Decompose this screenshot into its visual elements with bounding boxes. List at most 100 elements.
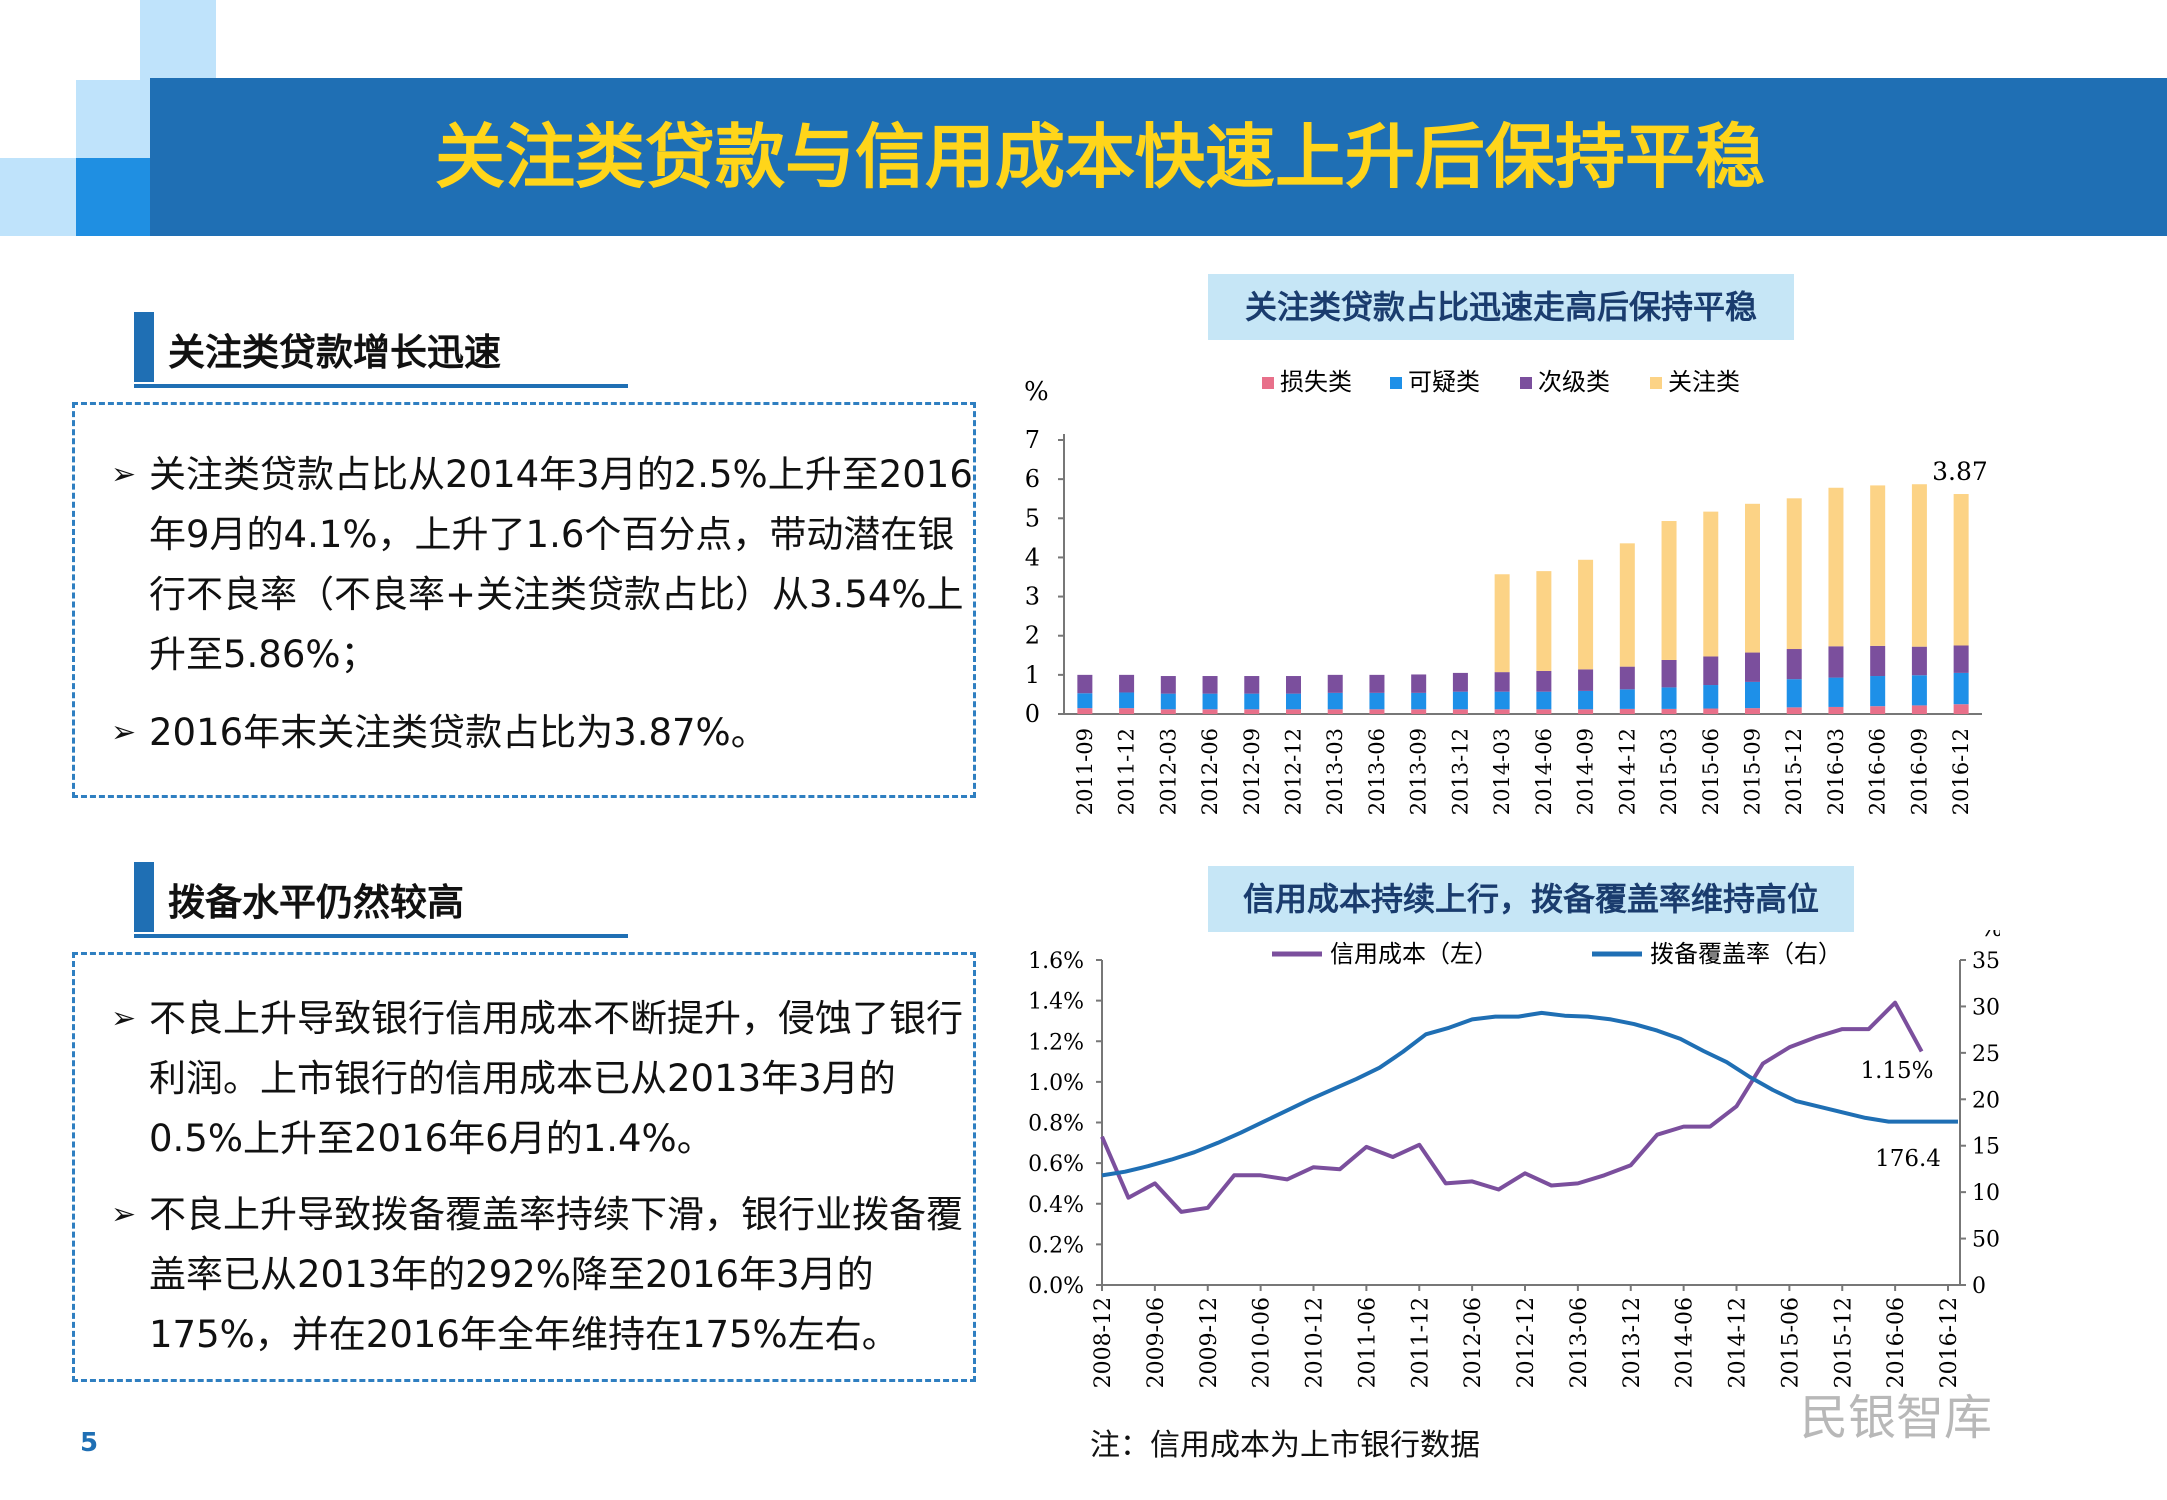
decor-square xyxy=(76,80,150,158)
chart1-y-unit: % xyxy=(1024,377,1049,407)
watermark: 民银智库 xyxy=(1800,1390,1993,1446)
chart2-x-tick: 2010-12 xyxy=(1303,1297,1328,1388)
chart1-bar-segment xyxy=(1870,645,1886,677)
chart1-bar-segment xyxy=(1244,693,1260,710)
chart1-bar-segment xyxy=(1077,693,1093,709)
chart2-x-tick: 2013-12 xyxy=(1620,1297,1645,1388)
chart1-bar-segment xyxy=(1786,649,1802,680)
chart1-stacked-bar: % 0 1 2 3 4 5 6 7 损失类 可疑类 次级类 关注类 2011-09 2011-12 2012-… xyxy=(1024,368,1988,815)
decor-square xyxy=(140,0,216,80)
chart1-y-tick: 4 xyxy=(1025,543,1040,571)
footnote: 注：信用成本为上市银行数据 xyxy=(1090,1428,1480,1463)
arrow-bullet-icon: ➢ xyxy=(111,1001,137,1036)
bullet-text: 不良上升导致拨备覆盖率持续下滑，银行业拨备覆盖率已从2013年的292%降至20… xyxy=(149,1193,963,1356)
chart2-annotation-coverage: 176.4 xyxy=(1875,1146,1941,1172)
chart1-bar-segment xyxy=(1411,709,1427,714)
chart1-x-tick: 2013-09 xyxy=(1407,728,1431,815)
chart1-bar-segment xyxy=(1578,690,1594,710)
section1-textbox: ➢ 关注类贷款占比从2014年3月的2.5%上升至2016年9月的4.1%，上升… xyxy=(72,402,976,798)
chart2-x-tick: 2010-06 xyxy=(1250,1297,1275,1388)
chart1-bar-segment xyxy=(1369,709,1385,714)
section-underline xyxy=(134,384,628,388)
chart1-bar-segment xyxy=(1703,708,1719,714)
chart1-x-tick: 2012-03 xyxy=(1156,728,1180,815)
chart1-bar-segment xyxy=(1745,681,1760,709)
chart2-right-tick: 300 xyxy=(1972,995,2000,1020)
page-number: 5 xyxy=(80,1428,99,1458)
chart1-bar-segment xyxy=(1828,487,1844,647)
bullet-item: ➢ 关注类贷款占比从2014年3月的2.5%上升至2016年9月的4.1%，上升… xyxy=(111,445,985,685)
bullet-item: ➢ 不良上升导致拨备覆盖率持续下滑，银行业拨备覆盖率已从2013年的292%降至… xyxy=(111,1185,985,1365)
chart1-bar-segment xyxy=(1494,709,1510,714)
chart2-line-credit-cost xyxy=(1100,1000,1924,1214)
chart1-x-tick: 2012-12 xyxy=(1282,728,1306,815)
chart1-bar-segment xyxy=(1160,709,1176,714)
chart1-bar-segment xyxy=(1703,685,1719,709)
section2-heading: 拨备水平仍然较高 xyxy=(168,881,464,924)
chart1-bar-segment xyxy=(1619,543,1635,667)
chart1-bar-segment xyxy=(1119,708,1135,714)
chart1-x-tick: 2014-06 xyxy=(1532,728,1556,815)
chart2-x-tick: 2009-06 xyxy=(1144,1297,1169,1388)
chart2-x-tick: 2014-12 xyxy=(1726,1297,1751,1388)
chart1-bar-segment xyxy=(1619,708,1635,714)
chart1-bar-segment xyxy=(1578,669,1594,691)
chart1-y-tick: 3 xyxy=(1025,583,1040,611)
chart1-bar-segment xyxy=(1870,485,1886,646)
chart2-left-tick: 1.2% xyxy=(1028,1030,1084,1055)
chart1-bar-segment xyxy=(1244,676,1260,694)
chart1-bar-segment xyxy=(1745,708,1760,714)
chart1-bar-segment xyxy=(1953,672,1969,705)
chart1-bar-segment xyxy=(1578,559,1594,670)
section1-heading: 关注类贷款增长迅速 xyxy=(168,331,501,374)
chart1-bar-segment xyxy=(1286,676,1301,694)
chart1-bar-segment xyxy=(1661,708,1677,714)
chart1-y-tick: 6 xyxy=(1025,465,1040,493)
chart1-bar-segment xyxy=(1828,706,1844,714)
chart1-bar-segment xyxy=(1911,484,1927,647)
chart1-bar-segment xyxy=(1870,676,1886,707)
chart1-y-tick: 0 xyxy=(1025,700,1040,728)
chart2-right-tick: 250 xyxy=(1972,1042,2000,1067)
bullet-text: 关注类贷款占比从2014年3月的2.5%上升至2016年9月的4.1%，上升了1… xyxy=(149,453,973,676)
chart2-right-tick: 150 xyxy=(1972,1135,2000,1160)
page-title: 关注类贷款与信用成本快速上升后保持平稳 xyxy=(435,116,1765,198)
chart2-x-tick: 2011-06 xyxy=(1355,1297,1380,1388)
chart1-y-tick: 5 xyxy=(1025,504,1040,532)
bullet-text: 2016年末关注类贷款占比为3.87%。 xyxy=(149,711,768,754)
chart2-left-tick: 1.4% xyxy=(1028,990,1084,1015)
chart1-x-tick: 2015-12 xyxy=(1782,728,1806,815)
chart1-bar-segment xyxy=(1786,498,1802,650)
chart1-x-tick: 2016-09 xyxy=(1907,728,1931,815)
chart1-bar-segment xyxy=(1077,674,1093,694)
chart2-x-tick: 2009-12 xyxy=(1197,1297,1222,1388)
chart2-right-tick: 50 xyxy=(1972,1228,2000,1253)
chart2-x-tick: 2016-06 xyxy=(1884,1297,1909,1388)
chart1-bar-segment xyxy=(1119,674,1135,693)
chart2-right-unit: % xyxy=(1980,930,2000,942)
chart2-line-chart: 0.0% 0.2% 0.4% 0.6% 0.8% 1.0% 1.2% 1.4% 1.6% 0 50 1… xyxy=(1028,930,2000,1388)
chart1-bar-segment xyxy=(1953,494,1969,646)
chart2-line-coverage xyxy=(1101,1010,1958,1178)
chart2-annotation-credit-cost: 1.15% xyxy=(1860,1058,1933,1084)
chart1-bar-segment xyxy=(1828,646,1844,678)
chart1-legend-swatch xyxy=(1650,377,1662,389)
chart1-legend-label: 关注类 xyxy=(1668,368,1740,396)
chart2-x-tick: 2015-06 xyxy=(1778,1297,1803,1388)
chart1-legend-swatch xyxy=(1520,377,1532,389)
chart1-x-tick: 2014-12 xyxy=(1615,728,1639,815)
chart2-x-tick: 2012-06 xyxy=(1461,1297,1486,1388)
chart1-bar-segment xyxy=(1369,674,1385,693)
chart1-bar-segment xyxy=(1745,652,1760,682)
chart1-bar-segment xyxy=(1077,708,1093,714)
chart1-bar-segment xyxy=(1286,693,1301,710)
chart1-y-tick: 7 xyxy=(1025,426,1040,454)
chart1-x-tick: 2011-09 xyxy=(1073,728,1097,815)
chart2-x-tick: 2014-06 xyxy=(1673,1297,1698,1388)
chart1-x-tick: 2013-03 xyxy=(1323,728,1347,815)
chart1-bar-segment xyxy=(1911,705,1927,714)
chart2-legend-label: 拨备覆盖率（右） xyxy=(1650,940,1842,968)
chart2-left-tick: 0.0% xyxy=(1028,1274,1084,1299)
title-banner xyxy=(150,78,2167,236)
chart1-bar-segment xyxy=(1661,521,1677,660)
